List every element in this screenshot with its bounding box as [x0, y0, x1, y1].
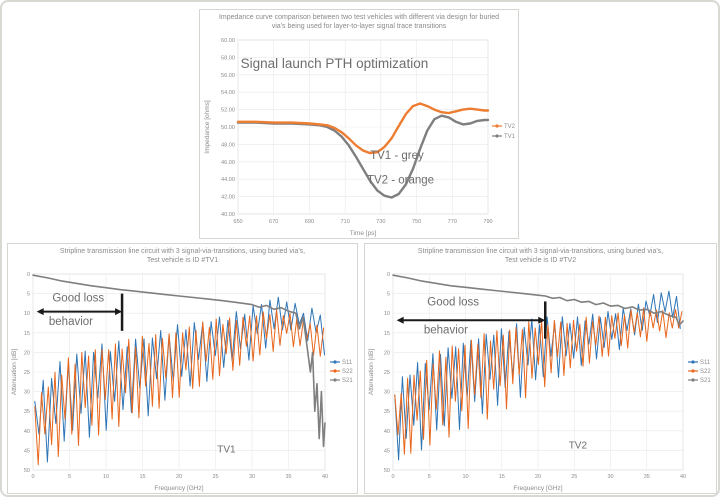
svg-text:TV1 - grey: TV1 - grey [370, 150, 424, 162]
svg-text:770: 770 [448, 219, 457, 225]
svg-text:20: 20 [535, 474, 541, 480]
svg-text:670: 670 [269, 219, 278, 225]
svg-text:40: 40 [322, 474, 328, 480]
svg-text:Good loss: Good loss [427, 296, 479, 308]
svg-text:40.00: 40.00 [221, 212, 235, 218]
svg-text:45: 45 [24, 448, 30, 454]
tv2-chart-title-line2: Test vehicle is ID #TV2 [504, 257, 577, 264]
svg-text:44.00: 44.00 [221, 177, 235, 183]
svg-text:S21: S21 [342, 378, 353, 384]
impedance-chart: 650 670 690 710 730 750 770 790 60.00 58.00 56.00 5… [204, 38, 516, 237]
svg-text:Impedance [ohms]: Impedance [ohms] [204, 100, 211, 154]
svg-text:50: 50 [24, 468, 30, 474]
svg-text:50.00: 50.00 [221, 125, 235, 131]
svg-text:10: 10 [24, 311, 30, 317]
svg-text:10: 10 [103, 474, 109, 480]
tv2-chart-title-line1: Stripline transmission line circuit with… [417, 248, 664, 255]
impedance-chart-title-line1: Impedance curve comparison between two t… [218, 14, 500, 21]
svg-text:Good loss: Good loss [52, 292, 104, 304]
svg-text:TV1: TV1 [217, 444, 236, 455]
tv1-chart-title-line1: Stripline transmission line circuit with… [59, 248, 306, 255]
svg-text:TV1: TV1 [504, 134, 516, 140]
svg-text:40: 40 [24, 429, 30, 435]
svg-text:730: 730 [376, 219, 385, 225]
svg-text:25: 25 [571, 474, 577, 480]
svg-text:10: 10 [384, 311, 390, 317]
svg-text:5: 5 [428, 474, 431, 480]
svg-text:650: 650 [233, 219, 242, 225]
svg-text:TV2 - orange: TV2 - orange [367, 175, 434, 187]
svg-text:Frequency [GHz]: Frequency [GHz] [513, 485, 562, 492]
svg-text:35: 35 [24, 409, 30, 415]
svg-text:TV2: TV2 [569, 440, 588, 451]
tv2-chart-title: Stripline transmission line circuit with… [365, 247, 716, 265]
svg-text:Attenuation [dB]: Attenuation [dB] [11, 349, 18, 395]
svg-text:52.00: 52.00 [221, 108, 235, 114]
svg-text:5: 5 [68, 474, 71, 480]
svg-text:Time [ps]: Time [ps] [350, 230, 377, 237]
svg-text:10: 10 [462, 474, 468, 480]
svg-text:behavior: behavior [49, 316, 93, 328]
sparam-chart-tv2: 0 5 10 15 20 25 30 35 40 0 5 10 15 20 25 30 35 40 45 50 Freq… [368, 272, 711, 492]
svg-text:25: 25 [212, 474, 218, 480]
svg-text:30: 30 [24, 390, 30, 396]
svg-text:35: 35 [384, 409, 390, 415]
svg-text:0: 0 [31, 474, 34, 480]
svg-text:60.00: 60.00 [221, 38, 235, 44]
impedance-chart-title: Impedance curve comparison between two t… [200, 13, 518, 31]
svg-text:50: 50 [384, 468, 390, 474]
svg-text:S21: S21 [700, 378, 711, 384]
panel-sparam-tv1: Stripline transmission line circuit with… [7, 243, 358, 494]
svg-text:56.00: 56.00 [221, 73, 235, 79]
svg-text:15: 15 [384, 331, 390, 337]
svg-text:0: 0 [27, 272, 30, 278]
svg-text:Frequency [GHz]: Frequency [GHz] [154, 485, 203, 492]
impedance-chart-title-line2: via's being used for layer-to-layer sign… [271, 23, 447, 30]
svg-text:790: 790 [483, 219, 492, 225]
svg-text:40: 40 [680, 474, 686, 480]
svg-text:45: 45 [384, 448, 390, 454]
svg-text:40: 40 [384, 429, 390, 435]
tv1-chart-title-line2: Test vehicle is ID #TV1 [146, 257, 219, 264]
sparam-chart-tv1: 0 5 10 15 20 25 30 35 40 0 5 10 15 20 25 30 35 40 45 50 Freq… [11, 272, 353, 492]
svg-text:S22: S22 [700, 369, 711, 375]
svg-text:behavior: behavior [424, 325, 468, 337]
svg-text:0: 0 [391, 474, 394, 480]
svg-text:Signal launch PTH optimization: Signal launch PTH optimization [241, 56, 429, 71]
svg-text:20: 20 [384, 350, 390, 356]
svg-text:48.00: 48.00 [221, 142, 235, 148]
svg-text:35: 35 [644, 474, 650, 480]
svg-text:5: 5 [387, 292, 390, 298]
svg-text:25: 25 [24, 370, 30, 376]
svg-text:35: 35 [285, 474, 291, 480]
svg-text:30: 30 [384, 390, 390, 396]
svg-text:30: 30 [249, 474, 255, 480]
svg-text:46.00: 46.00 [221, 160, 235, 166]
svg-text:42.00: 42.00 [221, 195, 235, 201]
panel-impedance-chart: Impedance curve comparison between two t… [199, 9, 519, 239]
svg-text:30: 30 [607, 474, 613, 480]
svg-text:20: 20 [24, 350, 30, 356]
svg-text:15: 15 [139, 474, 145, 480]
svg-text:710: 710 [340, 219, 349, 225]
svg-text:54.00: 54.00 [221, 90, 235, 96]
svg-text:S11: S11 [342, 360, 353, 366]
svg-text:25: 25 [384, 370, 390, 376]
svg-text:750: 750 [412, 219, 421, 225]
panel-sparam-tv2: Stripline transmission line circuit with… [364, 243, 717, 494]
svg-text:58.00: 58.00 [221, 55, 235, 61]
svg-text:15: 15 [24, 331, 30, 337]
svg-text:TV2: TV2 [504, 124, 516, 130]
svg-text:5: 5 [27, 292, 30, 298]
svg-text:0: 0 [387, 272, 390, 278]
svg-text:S22: S22 [342, 369, 353, 375]
svg-text:S11: S11 [700, 360, 711, 366]
svg-text:Attenuation [dB]: Attenuation [dB] [368, 349, 375, 395]
tv1-chart-title: Stripline transmission line circuit with… [8, 247, 357, 265]
svg-text:690: 690 [305, 219, 314, 225]
svg-text:20: 20 [176, 474, 182, 480]
svg-text:15: 15 [499, 474, 505, 480]
